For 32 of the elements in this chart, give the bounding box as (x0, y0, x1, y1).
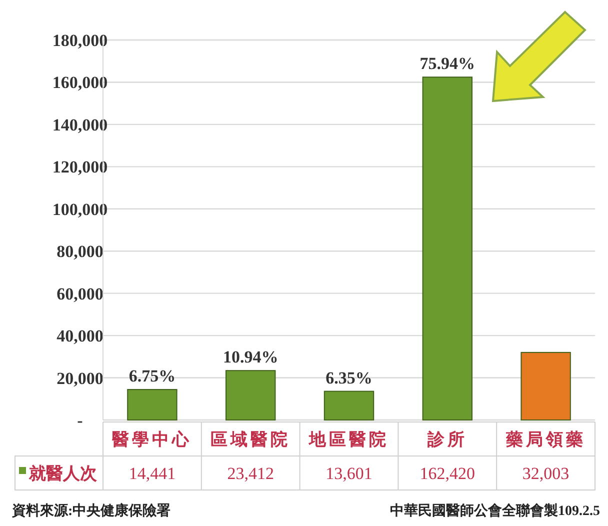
x-tick-label: 診所 (426, 430, 468, 449)
y-tick-label: 180,000 (52, 31, 108, 50)
x-tick-label: 區域醫院 (210, 430, 291, 449)
y-tick-label: 40,000 (56, 326, 104, 346)
data-label: 14,441 (128, 464, 176, 483)
legend-label: 就醫人次 (28, 464, 98, 483)
x-tick-label: 地區醫院 (308, 430, 389, 449)
annotation: 6.35% (326, 368, 372, 388)
annotation: 10.94% (222, 348, 278, 367)
data-label: 32,003 (522, 464, 570, 483)
x-tick-label: 藥局領藥 (504, 430, 586, 449)
text: 中華民國醫師公會全聯會製109.2.5 (390, 503, 600, 519)
source-note: 資料來源:中央健康保險署 (11, 502, 171, 519)
bar (127, 389, 178, 420)
y-tick-label: 160,000 (52, 73, 108, 92)
bar (520, 352, 571, 420)
y-tick-label: 20,000 (56, 368, 104, 388)
y-tick-label: 100,000 (52, 200, 108, 219)
x-tick-label: 醫學中心 (112, 430, 192, 449)
y-tick-label: 120,000 (52, 158, 108, 177)
annotation: 6.75% (128, 366, 176, 386)
bar (226, 370, 276, 420)
annotation: 75.94% (420, 54, 476, 74)
bar (324, 390, 374, 420)
y-tick-label: 140,000 (52, 115, 108, 134)
y-tick-label: 80,000 (56, 242, 104, 262)
data-label: 23,412 (227, 464, 274, 483)
y-tick-label: - (77, 411, 84, 430)
bar (422, 76, 472, 420)
data-label: 13,601 (326, 464, 372, 483)
y-tick-label: 60,000 (56, 284, 104, 304)
data-label: 162,420 (420, 464, 476, 483)
